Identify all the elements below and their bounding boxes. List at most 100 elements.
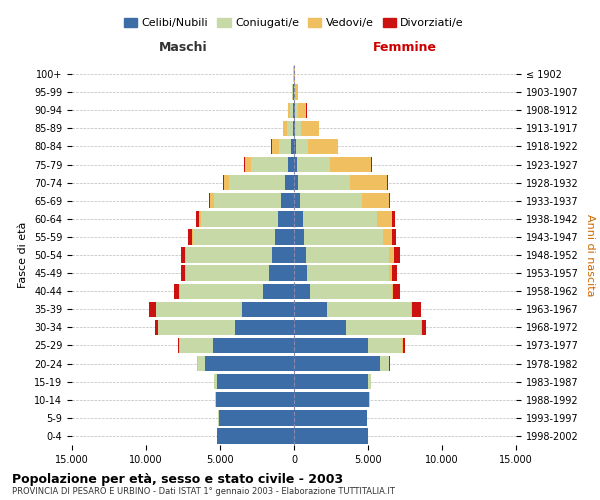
Bar bbox=[293, 120, 294, 136]
Bar bbox=[193, 229, 275, 244]
Bar bbox=[188, 229, 192, 244]
Bar bbox=[251, 157, 288, 172]
Bar bbox=[294, 320, 346, 335]
Bar bbox=[217, 428, 294, 444]
Bar bbox=[294, 392, 370, 407]
Bar bbox=[368, 374, 371, 390]
Bar bbox=[201, 211, 278, 226]
Bar bbox=[263, 284, 294, 299]
Bar bbox=[402, 338, 403, 353]
Bar bbox=[199, 211, 201, 226]
Text: PROVINCIA DI PESARO E URBINO - Dati ISTAT 1° gennaio 2003 - Elaborazione TUTTITA: PROVINCIA DI PESARO E URBINO - Dati ISTA… bbox=[12, 488, 395, 496]
Bar bbox=[411, 302, 412, 317]
Text: Femmine: Femmine bbox=[373, 41, 437, 54]
Bar bbox=[383, 229, 392, 244]
Bar bbox=[272, 248, 294, 262]
Bar bbox=[192, 229, 193, 244]
Bar bbox=[285, 175, 294, 190]
Bar bbox=[294, 428, 368, 444]
Legend: Celibi/Nubili, Coniugati/e, Vedovi/e, Divorziati/e: Celibi/Nubili, Coniugati/e, Vedovi/e, Di… bbox=[119, 14, 469, 33]
Bar bbox=[275, 229, 294, 244]
Bar bbox=[298, 175, 350, 190]
Bar bbox=[394, 248, 400, 262]
Bar bbox=[178, 338, 179, 353]
Bar bbox=[392, 211, 395, 226]
Bar bbox=[294, 211, 303, 226]
Bar bbox=[279, 138, 291, 154]
Bar bbox=[186, 248, 272, 262]
Bar bbox=[290, 102, 293, 118]
Bar bbox=[294, 248, 306, 262]
Bar bbox=[307, 266, 389, 281]
Bar bbox=[294, 356, 380, 372]
Bar bbox=[287, 120, 293, 136]
Bar bbox=[294, 120, 295, 136]
Bar bbox=[245, 157, 251, 172]
Bar bbox=[392, 266, 397, 281]
Bar bbox=[294, 138, 296, 154]
Bar bbox=[179, 338, 180, 353]
Bar bbox=[186, 266, 269, 281]
Bar bbox=[212, 338, 294, 353]
Bar bbox=[294, 374, 368, 390]
Bar bbox=[329, 157, 371, 172]
Bar bbox=[306, 248, 389, 262]
Bar bbox=[214, 374, 217, 390]
Bar bbox=[198, 356, 205, 372]
Bar bbox=[283, 120, 287, 136]
Bar bbox=[217, 374, 294, 390]
Bar bbox=[422, 320, 426, 335]
Bar bbox=[387, 175, 388, 190]
Bar bbox=[304, 229, 383, 244]
Bar bbox=[392, 284, 393, 299]
Bar bbox=[157, 302, 242, 317]
Bar bbox=[158, 320, 235, 335]
Bar bbox=[205, 356, 294, 372]
Bar bbox=[242, 302, 294, 317]
Bar bbox=[294, 102, 295, 118]
Bar bbox=[174, 284, 179, 299]
Bar bbox=[218, 410, 294, 426]
Bar bbox=[235, 320, 294, 335]
Bar bbox=[211, 193, 214, 208]
Text: Maschi: Maschi bbox=[158, 41, 208, 54]
Bar bbox=[293, 102, 294, 118]
Bar bbox=[278, 211, 294, 226]
Bar bbox=[380, 356, 389, 372]
Bar bbox=[244, 157, 245, 172]
Bar bbox=[303, 211, 377, 226]
Bar bbox=[294, 193, 300, 208]
Bar bbox=[403, 338, 405, 353]
Bar bbox=[389, 266, 392, 281]
Bar bbox=[185, 248, 186, 262]
Bar bbox=[393, 284, 400, 299]
Bar bbox=[292, 84, 293, 100]
Bar bbox=[180, 338, 212, 353]
Bar bbox=[377, 211, 392, 226]
Y-axis label: Anni di nascita: Anni di nascita bbox=[585, 214, 595, 296]
Bar bbox=[294, 410, 367, 426]
Bar bbox=[180, 284, 263, 299]
Bar bbox=[294, 175, 298, 190]
Bar bbox=[209, 193, 211, 208]
Y-axis label: Fasce di età: Fasce di età bbox=[19, 222, 28, 288]
Bar bbox=[185, 266, 186, 281]
Bar bbox=[421, 320, 422, 335]
Bar bbox=[350, 175, 387, 190]
Bar bbox=[300, 193, 362, 208]
Bar bbox=[272, 138, 279, 154]
Bar bbox=[294, 229, 304, 244]
Bar bbox=[296, 138, 308, 154]
Bar bbox=[298, 102, 307, 118]
Bar bbox=[297, 157, 329, 172]
Bar bbox=[294, 338, 368, 353]
Bar bbox=[281, 193, 294, 208]
Bar bbox=[368, 338, 402, 353]
Bar bbox=[181, 248, 185, 262]
Bar bbox=[294, 157, 297, 172]
Bar bbox=[181, 266, 185, 281]
Bar bbox=[214, 193, 281, 208]
Bar bbox=[295, 84, 298, 100]
Text: Popolazione per età, sesso e stato civile - 2003: Popolazione per età, sesso e stato civil… bbox=[12, 472, 343, 486]
Bar bbox=[196, 211, 199, 226]
